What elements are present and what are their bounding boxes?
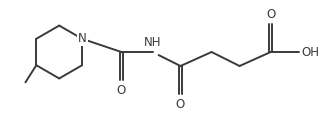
Text: NH: NH	[144, 36, 161, 49]
Text: OH: OH	[301, 46, 319, 58]
Text: O: O	[117, 84, 126, 97]
Text: O: O	[266, 8, 275, 21]
Text: O: O	[176, 98, 185, 111]
Text: N: N	[78, 32, 87, 45]
